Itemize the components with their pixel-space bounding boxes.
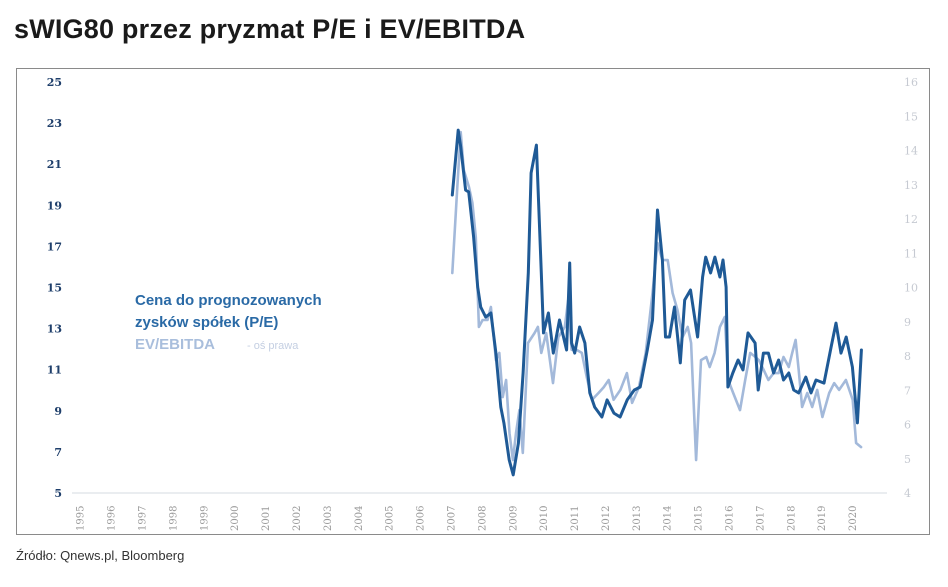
y-right-tick-label: 5	[904, 453, 911, 466]
y-right-tick-label: 9	[904, 316, 911, 329]
series-lines	[450, 128, 863, 477]
x-tick-label: 2014	[663, 506, 674, 531]
y-right-tick-label: 7	[904, 384, 911, 397]
legend: Cena do prognozowanych zysków spółek (P/…	[135, 292, 322, 353]
y-left-tick-label: 7	[54, 446, 62, 459]
x-tick-label: 2015	[694, 506, 705, 531]
x-tick-label: 2020	[848, 506, 859, 531]
legend-pe-line1: Cena do prognozowanych	[135, 292, 322, 309]
y-left-tick-label: 23	[47, 117, 62, 130]
y-right-tick-label: 12	[904, 213, 918, 226]
x-tick-label: 2005	[385, 506, 396, 531]
x-tick-label: 2018	[786, 506, 797, 531]
x-tick-label: 1996	[107, 506, 118, 531]
x-tick-label: 2010	[539, 506, 550, 531]
x-tick-label: 1995	[76, 506, 87, 531]
x-tick-label: 1998	[168, 506, 179, 531]
x-tick-label: 2008	[477, 506, 488, 531]
x-tick-label: 2000	[230, 506, 241, 531]
x-tick-label: 1999	[199, 506, 210, 531]
series-line-ev-ebitda	[451, 130, 863, 462]
chart-frame	[16, 68, 930, 535]
y-left-tick-label: 9	[54, 405, 62, 418]
x-tick-label: 2009	[508, 506, 519, 531]
y-right-tick-label: 13	[904, 179, 918, 192]
y-right-tick-label: 11	[904, 247, 918, 260]
legend-ev-note: - oś prawa	[247, 340, 299, 352]
x-tick-label: 1997	[138, 506, 149, 531]
source-note: Źródło: Qnews.pl, Bloomberg	[16, 548, 185, 563]
y-right-tick-label: 14	[904, 145, 918, 158]
y-left-tick-label: 11	[47, 364, 62, 377]
y-left-tick-label: 15	[47, 282, 62, 295]
x-tick-label: 2013	[632, 506, 643, 531]
x-tick-label: 2011	[570, 506, 581, 531]
x-tick-label: 2004	[354, 506, 365, 531]
y-right-tick-label: 16	[904, 76, 918, 89]
y-left-tick-label: 5	[54, 487, 62, 500]
y-right-tick-label: 10	[904, 282, 918, 295]
x-tick-label: 2019	[817, 506, 828, 531]
x-tick-label: 2016	[725, 506, 736, 531]
y-left-tick-label: 19	[47, 199, 62, 212]
legend-ev-label: EV/EBITDA	[135, 336, 215, 353]
x-tick-label: 2017	[755, 506, 766, 531]
axes: 5 7 9 11 13 15 17 19 21 23 25 4 5 6 7 8 9 10 11 12 13 14 15 16 1…	[47, 76, 918, 531]
x-tick-label: 2012	[601, 506, 612, 531]
series-line-pe	[450, 128, 863, 477]
x-tick-label: 2007	[446, 506, 457, 531]
x-tick-label: 2003	[323, 506, 334, 531]
x-tick-label: 2002	[292, 506, 303, 531]
x-tick-label: 2001	[261, 506, 272, 531]
y-left-tick-label: 17	[47, 240, 62, 253]
y-right-tick-label: 6	[904, 419, 911, 432]
x-tick-label: 2006	[416, 506, 427, 531]
y-left-tick-label: 25	[47, 76, 62, 89]
legend-pe-line2: zysków spółek (P/E)	[135, 314, 278, 331]
y-left-tick-label: 21	[47, 158, 62, 171]
chart-title: sWIG80 przez pryzmat P/E i EV/EBITDA	[14, 14, 526, 44]
y-left-tick-label: 13	[47, 323, 62, 336]
y-right-tick-label: 4	[904, 487, 911, 500]
y-right-tick-label: 15	[904, 110, 918, 123]
y-right-tick-label: 8	[904, 350, 911, 363]
